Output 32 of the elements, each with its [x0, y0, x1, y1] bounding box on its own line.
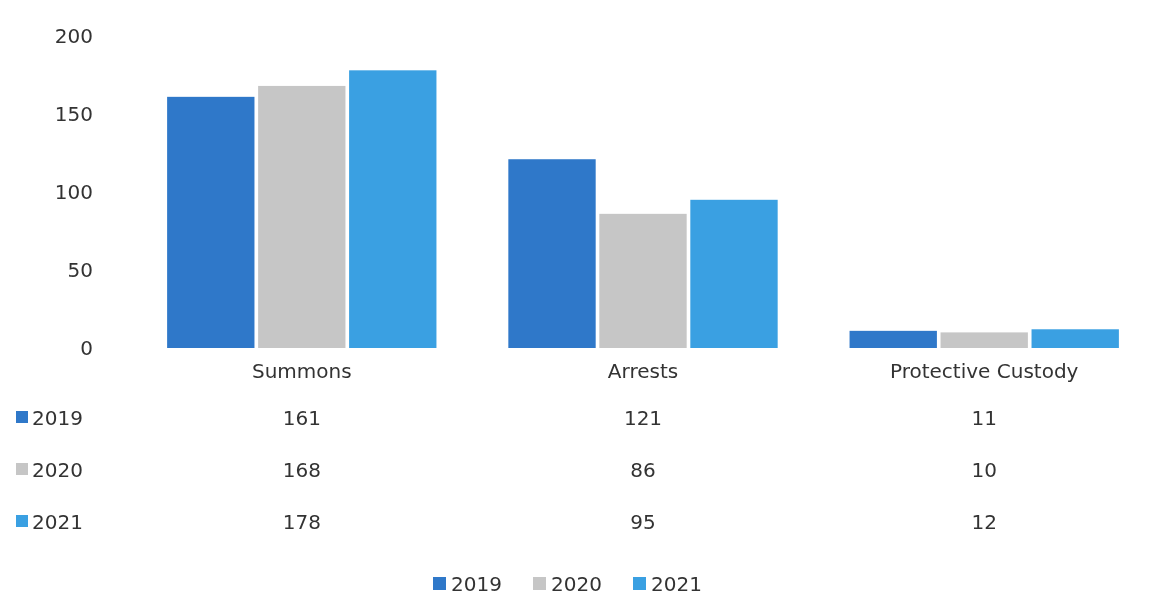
- data-label: 178: [282, 510, 321, 534]
- bar: [258, 85, 346, 348]
- data-label: 161: [282, 406, 321, 430]
- legend-label: 2019: [32, 406, 83, 430]
- text: 2021: [32, 510, 83, 534]
- y-tick-label: 50: [67, 258, 93, 282]
- legend-label: 2020: [32, 458, 83, 482]
- y-tick-label: 200: [54, 24, 93, 48]
- bar: [508, 159, 596, 348]
- bar: [690, 199, 778, 348]
- bar: [599, 213, 687, 348]
- x-tick-label: Arrests: [607, 359, 679, 383]
- data-label: 168: [282, 458, 321, 482]
- bar: [1031, 329, 1119, 348]
- data-label: 95: [630, 510, 656, 534]
- y-tick-label: 0: [80, 336, 93, 360]
- y-tick-label: 150: [54, 102, 93, 126]
- bar: [940, 332, 1028, 348]
- data-label: 12: [971, 510, 997, 534]
- legend-label: 2021: [651, 572, 702, 596]
- data-label: 86: [630, 458, 656, 482]
- x-tick-label: Summons: [251, 359, 352, 383]
- data-label: 121: [623, 406, 663, 430]
- data-label: 10: [971, 458, 997, 482]
- bar: [849, 330, 937, 348]
- data-label: 11: [971, 406, 997, 430]
- text: 2020: [551, 572, 602, 596]
- bar: [349, 70, 437, 348]
- text: 2019: [451, 572, 502, 596]
- y-tick-label: 100: [54, 180, 93, 204]
- x-tick-label: Protective Custody: [890, 359, 1079, 383]
- bar: [167, 96, 255, 348]
